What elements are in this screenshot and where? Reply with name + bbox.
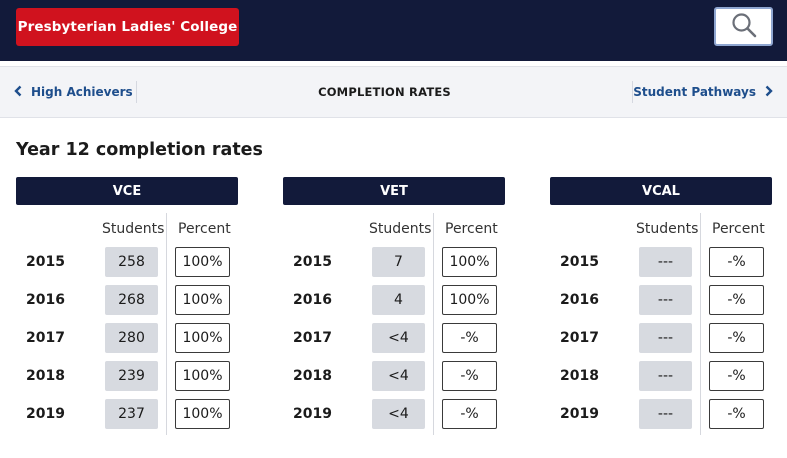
percent-value: 100%	[175, 323, 230, 353]
percent-value: -%	[709, 323, 764, 353]
next-section-link[interactable]: Student Pathways	[633, 81, 773, 103]
students-value: ---	[639, 247, 692, 277]
percent-value: 100%	[175, 285, 230, 315]
students-value: 258	[105, 247, 158, 277]
year-label: 2019	[293, 406, 332, 422]
percent-value: 100%	[175, 247, 230, 277]
students-value: <4	[372, 399, 425, 429]
chevron-right-icon	[765, 85, 773, 100]
panel-vce: VCE Students Percent 2015 258 100% 2016 268 100%…	[16, 177, 238, 435]
prev-section-label: High Achievers	[31, 85, 133, 99]
students-value: <4	[372, 361, 425, 391]
students-value: 237	[105, 399, 158, 429]
percent-value: 100%	[442, 285, 497, 315]
panel-vet: VET Students Percent 2015 7 100% 2016 4 100% 2017…	[283, 177, 505, 435]
students-value: ---	[639, 285, 692, 315]
year-label: 2015	[293, 254, 332, 270]
percent-value: -%	[709, 247, 764, 277]
students-value: 268	[105, 285, 158, 315]
year-label: 2015	[26, 254, 65, 270]
table-row: 2019 237 100%	[16, 399, 238, 429]
panel-header: VCAL	[550, 177, 772, 205]
year-label: 2016	[560, 292, 599, 308]
panel-header: VET	[283, 177, 505, 205]
year-label: 2017	[560, 330, 599, 346]
table-row: 2017 280 100%	[16, 323, 238, 353]
percent-value: -%	[442, 399, 497, 429]
chevron-left-icon	[14, 85, 22, 100]
percent-value: 100%	[175, 399, 230, 429]
percent-column-header: Percent	[445, 221, 498, 237]
table-row: 2018 239 100%	[16, 361, 238, 391]
column-divider	[166, 213, 167, 435]
panel-vcal: VCAL Students Percent 2015 --- -% 2016 --- -% 201…	[550, 177, 772, 435]
table-row: 2017 <4 -%	[283, 323, 505, 353]
percent-value: -%	[709, 285, 764, 315]
percent-column-header: Percent	[178, 221, 231, 237]
students-column-header: Students	[102, 221, 165, 237]
panel-header: VCE	[16, 177, 238, 205]
year-label: 2016	[293, 292, 332, 308]
table-row: 2017 --- -%	[550, 323, 772, 353]
column-divider	[433, 213, 434, 435]
year-label: 2015	[560, 254, 599, 270]
table-row: 2018 <4 -%	[283, 361, 505, 391]
students-column-header: Students	[636, 221, 699, 237]
table-row: 2015 258 100%	[16, 247, 238, 277]
search-icon	[730, 11, 758, 43]
search-button[interactable]	[714, 7, 773, 46]
nav-divider	[632, 81, 633, 103]
year-label: 2016	[26, 292, 65, 308]
column-divider	[700, 213, 701, 435]
students-value: ---	[639, 399, 692, 429]
year-label: 2019	[560, 406, 599, 422]
students-value: 7	[372, 247, 425, 277]
top-header: Presbyterian Ladies' College	[0, 0, 787, 61]
students-value: 4	[372, 285, 425, 315]
year-label: 2018	[560, 368, 599, 384]
nav-divider	[136, 81, 137, 103]
table-row: 2016 268 100%	[16, 285, 238, 315]
table-row: 2016 --- -%	[550, 285, 772, 315]
percent-value: 100%	[442, 247, 497, 277]
year-label: 2017	[293, 330, 332, 346]
students-value: <4	[372, 323, 425, 353]
percent-value: -%	[442, 323, 497, 353]
year-label: 2019	[26, 406, 65, 422]
percent-value: -%	[709, 399, 764, 429]
students-value: 239	[105, 361, 158, 391]
table-row: 2015 --- -%	[550, 247, 772, 277]
percent-value: -%	[442, 361, 497, 391]
table-row: 2019 --- -%	[550, 399, 772, 429]
next-section-label: Student Pathways	[633, 85, 756, 99]
year-label: 2018	[26, 368, 65, 384]
table-row: 2018 --- -%	[550, 361, 772, 391]
year-label: 2017	[26, 330, 65, 346]
students-value: ---	[639, 323, 692, 353]
table-row: 2015 7 100%	[283, 247, 505, 277]
page-title: Year 12 completion rates	[16, 140, 263, 160]
percent-value: 100%	[175, 361, 230, 391]
current-section-title: COMPLETION RATES	[318, 85, 451, 99]
students-column-header: Students	[369, 221, 432, 237]
brand-logo-button[interactable]: Presbyterian Ladies' College	[16, 8, 239, 46]
percent-value: -%	[709, 361, 764, 391]
prev-section-link[interactable]: High Achievers	[14, 81, 133, 103]
students-value: 280	[105, 323, 158, 353]
table-row: 2016 4 100%	[283, 285, 505, 315]
students-value: ---	[639, 361, 692, 391]
year-label: 2018	[293, 368, 332, 384]
section-navigation: High Achievers COMPLETION RATES Student …	[0, 66, 787, 118]
table-row: 2019 <4 -%	[283, 399, 505, 429]
percent-column-header: Percent	[712, 221, 765, 237]
